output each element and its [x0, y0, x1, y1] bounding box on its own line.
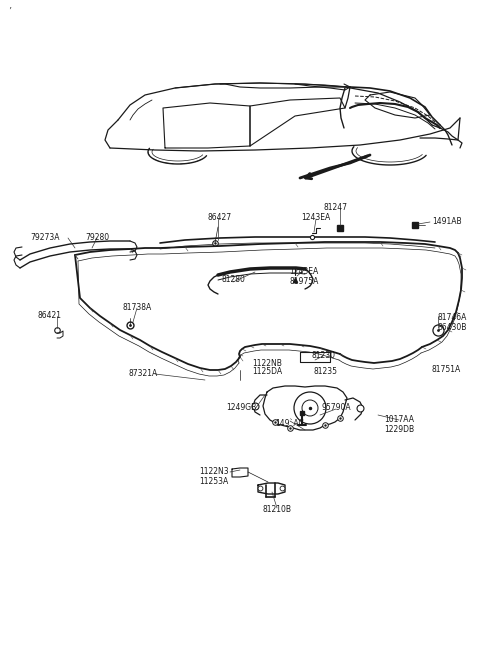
Text: 81247: 81247 — [323, 202, 347, 212]
Text: 86421: 86421 — [38, 311, 62, 319]
Text: 1017AA: 1017AA — [384, 415, 414, 424]
Text: 1125DA: 1125DA — [252, 367, 282, 376]
Text: 86430B: 86430B — [438, 323, 468, 332]
Text: 11253A: 11253A — [199, 476, 228, 486]
Text: 79273A: 79273A — [30, 233, 60, 242]
Text: 81738A: 81738A — [122, 302, 152, 311]
Text: 81751A: 81751A — [432, 365, 461, 374]
Text: 86427: 86427 — [208, 214, 232, 223]
Text: 87321A: 87321A — [128, 369, 157, 378]
Text: 81280: 81280 — [221, 275, 245, 284]
Text: 79280: 79280 — [85, 233, 109, 242]
Text: 81210B: 81210B — [263, 505, 291, 514]
Text: 1122N3: 1122N3 — [199, 466, 229, 476]
Text: 81975A: 81975A — [289, 277, 319, 286]
Text: 1249GB: 1249GB — [226, 403, 256, 413]
Text: 1243EA: 1243EA — [301, 214, 331, 223]
Text: 81230: 81230 — [311, 351, 335, 361]
Text: 95790A: 95790A — [321, 403, 351, 413]
Text: 149`AC: 149`AC — [276, 420, 304, 428]
Text: ’: ’ — [8, 7, 11, 17]
Text: 1491AB: 1491AB — [432, 217, 462, 227]
Text: 1243EA: 1243EA — [289, 267, 319, 275]
Text: 1122NB: 1122NB — [252, 359, 282, 367]
Text: 81746A: 81746A — [438, 313, 468, 321]
Text: 81235: 81235 — [313, 367, 337, 376]
Text: 1229DB: 1229DB — [384, 426, 414, 434]
